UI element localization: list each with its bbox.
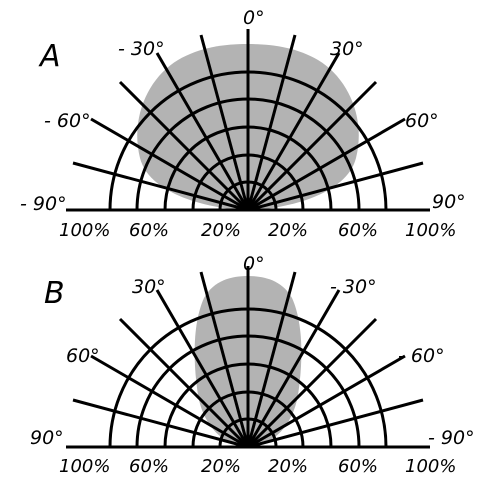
panel-a-spoke-75 <box>247 161 424 212</box>
panel-b-spoke-75 <box>247 398 424 449</box>
panel-a-grid <box>66 29 430 212</box>
panel-a-spoke-60 <box>247 117 406 212</box>
panel-a-angle-60: 60° <box>405 110 439 132</box>
panel-b-spoke-m30 <box>155 289 250 448</box>
panel-a-spoke-45 <box>246 80 378 212</box>
panel-a-spoke-m30 <box>155 52 250 211</box>
panel-b-angle-30: 30° <box>132 276 166 298</box>
panel-b-spoke-m75 <box>72 398 249 449</box>
panel-b-angle-m90: - 90° <box>428 427 475 449</box>
panel-a-spoke-30 <box>246 52 341 211</box>
panel-b-angle-90: 90° <box>30 427 64 449</box>
panel-a-pct-right-20: 20% <box>268 220 308 241</box>
panel-a-angle-0: 0° <box>243 7 265 29</box>
panel-b-spoke-m15 <box>199 271 250 448</box>
panel-a-spoke-15 <box>246 34 297 211</box>
panel-a-angle-m30: - 30° <box>118 38 165 60</box>
panel-a-pct-right-60: 60% <box>338 220 378 241</box>
panel-b-spoke-30 <box>246 289 341 448</box>
panel-b-angle-m30: - 30° <box>330 276 377 298</box>
panel-a-pct-left-20: 20% <box>201 220 241 241</box>
panel-a-pct-left-100: 100% <box>59 220 110 241</box>
panel-b-grid <box>66 266 430 449</box>
panel-b-pct-left-60: 60% <box>129 456 169 477</box>
panel-b-pct-right-20: 20% <box>268 456 308 477</box>
panel-b-pct-left-20: 20% <box>201 456 241 477</box>
panel-b-spoke-15 <box>246 271 297 448</box>
panel-a-spoke-m60 <box>90 117 249 212</box>
panel-b-angle-m60: - 60° <box>398 345 445 367</box>
panel-a-angle-m90: - 90° <box>20 193 67 215</box>
panel-a-angle-90: 90° <box>432 191 466 213</box>
panel-a-pct-right-100: 100% <box>405 220 456 241</box>
panel-b-spoke-m60 <box>90 354 249 449</box>
panel-b-angle-0: 0° <box>243 253 265 275</box>
panel-a: A 0° 30° 60° 90° - 30° - 60° - 90° 100% … <box>20 7 466 241</box>
panel-b-letter: B <box>44 276 65 311</box>
panel-b-pct-left-100: 100% <box>59 456 110 477</box>
panel-b-spoke-45 <box>246 317 378 449</box>
panel-a-letter: A <box>38 39 61 74</box>
panel-b-spoke-m45 <box>118 317 250 449</box>
panel-a-spoke-m75 <box>72 161 249 212</box>
panel-b-pct-right-60: 60% <box>338 456 378 477</box>
panel-b-spoke-60 <box>247 354 406 449</box>
panel-a-angle-30: 30° <box>330 38 364 60</box>
panel-a-pct-left-60: 60% <box>129 220 169 241</box>
panel-a-angle-m60: - 60° <box>44 110 91 132</box>
panel-a-spoke-m15 <box>199 34 250 211</box>
panel-b-angle-60: 60° <box>66 345 100 367</box>
panel-b: B 0° - 30° - 60° - 90° 30° 60° 90° 100% … <box>30 253 475 477</box>
panel-a-spoke-m45 <box>118 80 250 212</box>
panel-b-pct-right-100: 100% <box>405 456 456 477</box>
